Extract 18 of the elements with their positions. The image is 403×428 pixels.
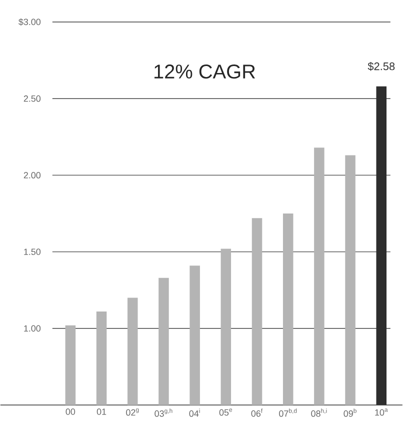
x-tick-label: 01 [96,408,106,415]
y-tick-label: 2.50 [24,95,41,102]
y-tick-label: 2.00 [24,172,41,178]
x-tick-label: 09$^{b}$ [344,408,357,417]
y-tick-label: 1.50 [24,248,41,255]
x-tick-label: 07$^{b,d}$ [279,408,297,417]
y-tick-label: 1.00 [24,325,41,332]
x-tick-label: 00 [66,408,76,415]
x-tick-label: 04$^{i}$ [189,408,200,417]
x-tick-label: 10$^{a}$ [375,408,388,416]
x-tick-label: 08$^{h,i}$ [311,408,327,417]
y-tick-label: $3.00 [18,18,41,26]
x-tick-label: 03$^{g,h}$ [154,408,172,417]
x-tick-label: 02$^{g}$ [126,408,139,416]
x-tick-label: 06$^{f}$ [251,408,263,417]
text: 12% CAGR [154,64,256,79]
x-tick-label: 05$^{e}$ [219,408,232,416]
data-label: $2.58 [368,62,395,71]
